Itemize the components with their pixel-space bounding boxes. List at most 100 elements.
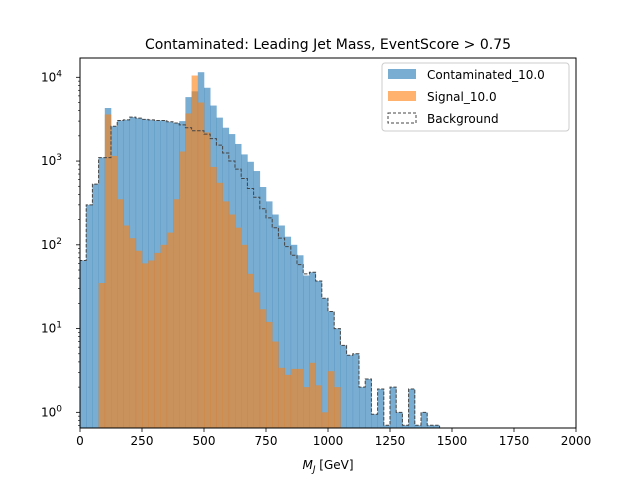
bar-contaminated bbox=[352, 353, 360, 428]
bar-signal bbox=[315, 385, 323, 428]
histogram-layer bbox=[80, 72, 440, 428]
bar-signal bbox=[284, 374, 292, 428]
x-tick-label: 1500 bbox=[437, 434, 468, 448]
bar-signal bbox=[123, 225, 130, 428]
chart-title: Contaminated: Leading Jet Mass, EventSco… bbox=[145, 37, 511, 53]
bar-contaminated bbox=[396, 412, 403, 428]
bar-signal bbox=[241, 244, 248, 428]
x-tick-label: 1750 bbox=[499, 434, 530, 448]
bar-signal bbox=[160, 244, 168, 428]
bar-signal bbox=[278, 367, 285, 428]
x-tick-label: 2000 bbox=[561, 434, 592, 448]
bar-contaminated bbox=[80, 260, 87, 428]
bar-contaminated bbox=[433, 425, 440, 428]
bar-signal bbox=[235, 227, 242, 428]
bar-signal bbox=[210, 166, 217, 428]
bar-contaminated bbox=[414, 425, 422, 428]
bar-signal bbox=[154, 252, 161, 428]
bar-signal bbox=[222, 201, 230, 428]
bar-contaminated bbox=[365, 379, 372, 428]
bar-signal bbox=[197, 102, 205, 428]
legend-label-contaminated: Contaminated_10.0 bbox=[427, 68, 545, 82]
legend-label-background: Background bbox=[427, 112, 499, 126]
bar-signal bbox=[259, 309, 267, 428]
y-tick-label: 102 bbox=[41, 237, 62, 252]
y-tick-label: 104 bbox=[41, 69, 62, 84]
x-tick-label: 1250 bbox=[375, 434, 406, 448]
bar-signal bbox=[129, 238, 137, 428]
bar-signal bbox=[111, 155, 118, 428]
bar-contaminated bbox=[371, 414, 378, 428]
y-tick-label: 101 bbox=[41, 321, 62, 336]
bar-contaminated bbox=[86, 204, 93, 428]
bar-contaminated bbox=[315, 280, 323, 428]
x-axis-label-unit: [GeV] bbox=[315, 458, 353, 472]
x-axis-label-sub: J bbox=[311, 465, 316, 475]
bar-contaminated bbox=[334, 328, 341, 428]
bar-contaminated bbox=[297, 255, 304, 428]
legend-label-signal: Signal_10.0 bbox=[427, 90, 497, 104]
x-axis: 0 250 500 750 1000 1250 1500 1750 2000 bbox=[76, 428, 591, 448]
legend-frame bbox=[381, 62, 570, 132]
bar-signal bbox=[328, 371, 335, 428]
legend-swatch-signal bbox=[388, 91, 416, 101]
bar-signal bbox=[185, 113, 192, 428]
bar-contaminated bbox=[427, 425, 434, 428]
x-tick-label: 1000 bbox=[313, 434, 344, 448]
bar-signal bbox=[98, 283, 106, 428]
bar-signal bbox=[321, 412, 329, 428]
legend: Contaminated_10.0 Signal_10.0 Background bbox=[381, 62, 570, 132]
bar-signal bbox=[297, 368, 304, 428]
bar-signal bbox=[253, 292, 261, 428]
bar-contaminated bbox=[92, 184, 99, 428]
x-tick-label: 750 bbox=[255, 434, 278, 448]
bar-signal bbox=[247, 273, 254, 428]
background-step-line bbox=[80, 116, 441, 428]
bar-contaminated bbox=[290, 244, 298, 428]
bar-signal bbox=[179, 151, 186, 428]
bar-contaminated bbox=[340, 345, 347, 428]
bar-contaminated bbox=[346, 355, 354, 428]
bar-signal bbox=[117, 199, 124, 428]
bar-signal bbox=[142, 263, 149, 428]
x-tick-label: 0 bbox=[76, 434, 84, 448]
bar-contaminated bbox=[284, 236, 292, 428]
bar-signal bbox=[228, 214, 236, 428]
bar-signal bbox=[266, 321, 273, 428]
bar-contaminated bbox=[390, 387, 397, 428]
bar-signal bbox=[191, 75, 199, 428]
bar-contaminated bbox=[383, 425, 391, 428]
bar-contaminated bbox=[309, 272, 316, 428]
y-axis: 100 101 102 103 104 bbox=[41, 69, 80, 426]
bar-contaminated bbox=[408, 388, 416, 428]
bar-contaminated bbox=[402, 425, 409, 428]
bar-contaminated bbox=[303, 275, 310, 428]
bar-contaminated bbox=[359, 387, 366, 428]
x-tick-label: 500 bbox=[193, 434, 216, 448]
legend-swatch-background bbox=[387, 112, 417, 124]
bar-contaminated bbox=[272, 214, 279, 428]
y-tick-label: 100 bbox=[41, 404, 62, 419]
bar-signal bbox=[272, 341, 279, 428]
y-tick-label: 103 bbox=[41, 153, 62, 168]
legend-swatch-contaminated bbox=[388, 69, 416, 79]
bar-signal bbox=[216, 182, 223, 428]
bar-signal bbox=[309, 362, 316, 428]
x-tick-label: 250 bbox=[131, 434, 154, 448]
x-axis-label-var: M bbox=[302, 458, 313, 472]
bar-contaminated bbox=[421, 412, 428, 428]
bar-signal bbox=[303, 387, 310, 428]
bar-contaminated bbox=[259, 187, 267, 428]
bar-signal bbox=[135, 250, 143, 428]
bar-signal bbox=[334, 387, 341, 428]
bar-contaminated bbox=[278, 225, 285, 428]
bar-signal bbox=[104, 114, 112, 428]
bar-signal bbox=[148, 260, 155, 428]
bar-signal bbox=[166, 232, 174, 428]
bar-signal bbox=[204, 132, 211, 428]
bar-signal bbox=[290, 368, 298, 428]
bar-contaminated bbox=[266, 201, 273, 428]
bar-contaminated bbox=[321, 298, 329, 428]
